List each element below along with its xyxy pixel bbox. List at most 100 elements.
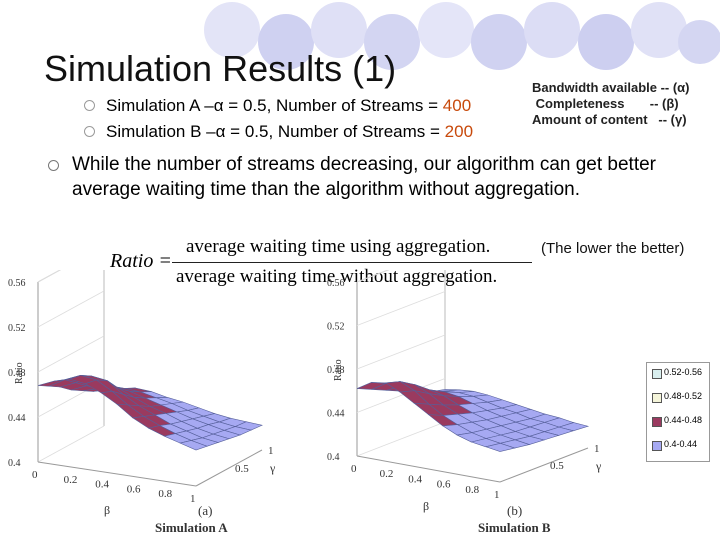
z-tick-label: 0.56 — [327, 278, 345, 289]
z-tick-label: 0.48 — [327, 365, 345, 376]
hollow-bullet-icon — [84, 126, 95, 137]
beta-tick-label: 1 — [494, 489, 500, 501]
back-wall-edge — [356, 270, 390, 283]
z-tick-label: 0.44 — [8, 413, 26, 424]
gamma-axis-line — [499, 447, 589, 483]
main-bullet-text: While the number of streams decreasing, … — [72, 154, 657, 200]
legend-item: 0.44-0.48 — [647, 411, 709, 435]
sub-bullet-list: Simulation A –α = 0.5, Number of Streams… — [84, 93, 473, 145]
slide-title: Simulation Results (1) — [44, 48, 397, 89]
gridline — [356, 334, 446, 370]
decor-circle — [418, 2, 474, 58]
beta-tick-label: 0 — [32, 469, 38, 481]
z-tick-label: 0.4 — [8, 458, 21, 469]
legend-item: 0.48-0.52 — [647, 387, 709, 411]
beta-tick-label: 0.4 — [408, 473, 422, 485]
gamma-axis-title: γ — [269, 461, 276, 475]
legend-label: 0.44-0.48 — [664, 415, 703, 425]
gridline — [356, 291, 446, 326]
beta-tick-label: 0.6 — [127, 483, 141, 495]
gamma-tick-label: 1 — [594, 443, 600, 455]
sub-bullet-text: Simulation B –α = 0.5, Number of Streams… — [106, 122, 445, 141]
surface-cell — [484, 442, 516, 452]
formula-lhs: Ratio = — [110, 250, 172, 272]
z-tick-label: 0.48 — [8, 368, 26, 379]
main-bullet: While the number of streams decreasing, … — [48, 152, 698, 202]
beta-tick-label: 0.6 — [437, 479, 451, 491]
decor-circle — [364, 14, 420, 70]
legend-swatch — [652, 417, 662, 427]
hollow-bullet-icon — [84, 100, 95, 111]
gridline — [37, 335, 105, 373]
lower-better-note: (The lower the better) — [541, 240, 685, 257]
legend-label: 0.52-0.56 — [664, 367, 703, 377]
formula-numerator: average waiting time using aggregation. — [186, 236, 491, 257]
streams-count: 200 — [444, 122, 474, 141]
decor-circle — [524, 2, 580, 58]
chart-b-caption: Simulation B — [478, 520, 551, 535]
legend-label: 0.48-0.52 — [664, 391, 703, 401]
z-tick-label: 0.52 — [327, 322, 345, 333]
formula-denominator: average waiting time without aggregation… — [176, 266, 498, 287]
gamma-tick-label: 0.5 — [550, 460, 564, 472]
beta-tick-label: 1 — [190, 493, 196, 505]
gridline — [356, 270, 390, 283]
z-axis-title: Ratio — [14, 362, 25, 384]
beta-tick-label: 0.4 — [95, 479, 109, 491]
gamma-tick-label: 1 — [268, 445, 274, 457]
legend-swatch — [652, 393, 662, 403]
decor-circle — [578, 14, 634, 70]
legend-swatch — [652, 369, 662, 379]
chart-b-letter: (b) — [507, 503, 523, 518]
streams-count: 400 — [442, 96, 472, 115]
legend-swatch — [652, 441, 662, 451]
beta-tick-label: 0.2 — [380, 468, 394, 480]
beta-tick-label: 0.8 — [158, 488, 172, 500]
chart-a-letter: (a) — [198, 503, 213, 518]
color-legend: 0.52-0.56 0.48-0.52 0.44-0.48 0.4-0.44 — [646, 362, 710, 462]
decor-circle — [631, 2, 687, 58]
definition-alpha: Bandwidth available -- (α) — [532, 80, 690, 95]
legend-label: 0.4-0.44 — [664, 439, 698, 449]
decor-circle — [471, 14, 527, 70]
gamma-axis-line — [195, 449, 263, 487]
parameter-definitions: Bandwidth available -- (α) Completeness … — [532, 80, 690, 128]
surface-cell — [179, 440, 208, 451]
back-wall-edge — [37, 270, 62, 283]
fraction-bar — [172, 262, 532, 263]
gridline — [37, 270, 61, 283]
sub-bullet-simulation-b: Simulation B –α = 0.5, Number of Streams… — [84, 119, 473, 145]
beta-axis-title: β — [423, 499, 429, 513]
chart-a-caption: Simulation A — [155, 520, 228, 535]
beta-axis-line — [356, 455, 501, 483]
gridline — [356, 421, 446, 457]
definition-beta: Completeness -- (β) — [532, 96, 679, 111]
z-tick-label: 0.4 — [327, 452, 340, 463]
legend-item: 0.4-0.44 — [647, 435, 709, 459]
gamma-tick-label: 0.5 — [235, 463, 249, 475]
beta-axis-title: β — [104, 503, 110, 517]
z-tick-label: 0.56 — [8, 278, 26, 289]
gridline — [37, 290, 105, 328]
z-tick-label: 0.52 — [8, 323, 26, 334]
beta-tick-label: 0.2 — [64, 474, 78, 486]
definition-gamma: Amount of content -- (γ) — [532, 112, 687, 127]
hollow-bullet-icon — [48, 160, 59, 171]
z-axis-title: Ratio — [333, 359, 344, 381]
decor-circle — [311, 2, 367, 58]
gridline — [37, 425, 105, 463]
surface-plots: 0.56 0.52 0.48 0.44 0.4 0 0.2 0.4 0.6 0.8 1 0.5 1 Rat… — [8, 270, 602, 517]
sub-bullet-text: Simulation A –α = 0.5, Number of Streams… — [106, 96, 443, 115]
gridline — [356, 378, 446, 413]
decor-circle — [678, 20, 720, 64]
z-tick-label: 0.44 — [327, 409, 345, 420]
gamma-axis-title: γ — [595, 459, 602, 473]
decor-circle — [258, 14, 314, 70]
beta-tick-label: 0 — [351, 463, 357, 475]
sub-bullet-simulation-a: Simulation A –α = 0.5, Number of Streams… — [84, 93, 473, 119]
decorative-circles — [204, 2, 720, 70]
legend-item: 0.52-0.56 — [647, 363, 709, 387]
beta-axis-line — [37, 461, 197, 487]
beta-tick-label: 0.8 — [465, 484, 479, 496]
decor-circle — [204, 2, 260, 58]
